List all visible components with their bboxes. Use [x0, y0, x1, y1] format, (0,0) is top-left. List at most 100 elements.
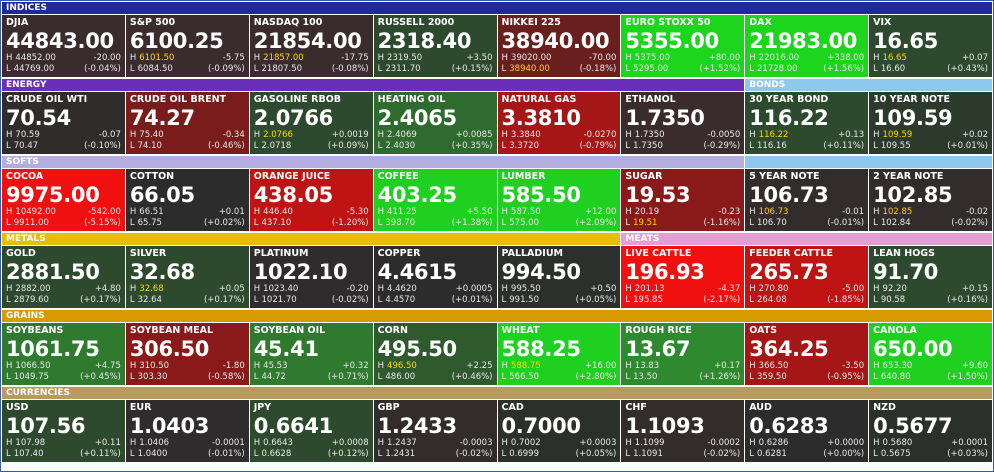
- last-price: 3.3810: [501, 106, 582, 130]
- low-label: L: [377, 372, 383, 382]
- low-line: L 74.10 (-0.46%): [130, 141, 245, 152]
- high-line: H 10492.00 -542.00: [6, 207, 121, 218]
- high-value: 109.59: [882, 130, 913, 140]
- high-value: 39020.00: [510, 53, 552, 63]
- high-label: H: [873, 130, 880, 140]
- low-value: 2879.60: [13, 295, 49, 305]
- last-price: 994.50: [501, 260, 582, 284]
- high-label: H: [377, 361, 385, 371]
- low-line: L 486.00 (+0.46%): [378, 372, 493, 383]
- quote-tile: 5 YEAR NOTE 106.73 H 106.73 -0.01 L 106.70 (-0.…: [745, 169, 869, 231]
- low-label: L: [873, 295, 878, 305]
- low-line: L 2.4030 (+0.35%): [378, 141, 493, 152]
- low-line: L 195.85 (-2.17%): [625, 295, 740, 306]
- low-line: L 32.64 (+0.17%): [130, 295, 245, 306]
- high-line: H 411.25 +5.50: [378, 207, 493, 218]
- high-label: H: [625, 207, 632, 217]
- quote-tile: SUGAR 19.53 H 20.19 -0.23 L 19.51 (-1.16%): [621, 169, 745, 231]
- section-row: CURRENCIES USD 107.56 H 107.98 +0.11 L 107.40 (+…: [2, 387, 992, 462]
- high-value: 106.73: [758, 207, 789, 217]
- high-group: H 10492.00: [6, 207, 56, 218]
- low-group: L 116.16: [749, 141, 787, 152]
- percent-change: (+0.46%): [451, 372, 493, 382]
- symbol-name: VIX: [873, 17, 892, 28]
- low-value: 640.80: [880, 372, 911, 382]
- symbol-name: WHEAT: [501, 325, 540, 336]
- low-line: L 437.10 (-1.20%): [254, 218, 369, 229]
- low-line: L 16.60 (+0.43%): [873, 64, 988, 75]
- low-line: L 109.55 (+0.01%): [873, 141, 988, 152]
- high-group: H 587.50: [502, 207, 541, 218]
- section-header: CURRENCIES: [2, 387, 992, 399]
- symbol-name: COTTON: [129, 171, 175, 182]
- high-value: 70.59: [15, 130, 40, 140]
- low-value: 107.40: [13, 449, 44, 459]
- symbol-name: SOYBEANS: [6, 325, 64, 336]
- net-change: +0.0008: [331, 438, 369, 448]
- quote-tile: COTTON 66.05 H 66.51 +0.01 L 65.75 (+0.02%): [125, 169, 249, 231]
- high-value: 270.80: [758, 284, 789, 294]
- high-group: H 92.20: [873, 284, 907, 295]
- low-group: L 19.51: [625, 218, 657, 229]
- high-value: 44852.00: [15, 53, 56, 63]
- low-value: 109.55: [880, 141, 911, 151]
- low-line: L 44.72 (+0.71%): [254, 372, 369, 383]
- low-value: 9911.00: [13, 218, 49, 228]
- quote-tile: LUMBER 585.50 H 587.50 +12.00 L 575.00 (+2.09%): [497, 169, 621, 231]
- net-change: +0.32: [342, 361, 369, 371]
- high-line: H 2319.50 +3.50: [378, 53, 493, 64]
- low-value: 2.0718: [261, 141, 292, 151]
- low-group: L 264.08: [749, 295, 787, 306]
- quote-tile: AUD 0.6283 H 0.6286 +0.0000 L 0.6281 (+0.00%): [745, 400, 869, 462]
- low-line: L 9911.00 (-5.15%): [6, 218, 121, 229]
- quote-tile: 10 YEAR NOTE 109.59 H 109.59 +0.02 L 109.55 (+0…: [869, 92, 992, 154]
- high-label: H: [873, 438, 880, 448]
- section-header: BONDS: [745, 79, 992, 91]
- net-change: -0.0003: [459, 438, 493, 448]
- low-group: L 303.30: [130, 372, 168, 383]
- low-value: 21728.00: [757, 64, 798, 74]
- low-value: 0.6628: [261, 449, 292, 459]
- quote-tile: NATURAL GAS 3.3810 H 3.3840 -0.0270 L 3.3720 (-…: [497, 92, 621, 154]
- quote-tile: GASOLINE RBOB 2.0766 H 2.0766 +0.0019 L 2.0718…: [249, 92, 373, 154]
- symbol-name: JPY: [253, 402, 272, 413]
- low-value: 0.6281: [757, 449, 787, 459]
- percent-change: (-0.46%): [208, 141, 245, 151]
- net-change: +0.50: [590, 284, 617, 294]
- symbol-name: FEEDER CATTLE: [749, 248, 834, 259]
- high-label: H: [377, 53, 385, 63]
- low-label: L: [377, 64, 383, 74]
- low-value: 32.64: [137, 295, 162, 305]
- high-line: H 2882.00 +4.80: [6, 284, 121, 295]
- low-value: 4.4570: [385, 295, 416, 305]
- high-value: 2.4069: [387, 130, 417, 140]
- low-value: 1049.75: [13, 372, 49, 382]
- symbol-name: 10 YEAR NOTE: [873, 94, 950, 105]
- net-change: +4.80: [94, 284, 121, 294]
- low-value: 2311.70: [385, 64, 421, 74]
- high-line: H 16.65 +0.07: [873, 53, 988, 64]
- high-group: H 6101.50: [130, 53, 175, 64]
- high-group: H 2.0766: [254, 130, 293, 141]
- percent-change: (-1.16%): [703, 218, 741, 228]
- high-label: H: [6, 207, 13, 217]
- high-line: H 588.75 +16.00: [502, 361, 617, 372]
- section-header: GRAINS: [2, 310, 992, 322]
- low-line: L 1049.75 (+0.45%): [6, 372, 121, 383]
- low-group: L 1.0400: [130, 449, 168, 460]
- quote-tile: GBP 1.2433 H 1.2437 -0.0003 L 1.2431 (-0.02%): [373, 400, 497, 462]
- percent-change: (-0.29%): [703, 141, 741, 151]
- low-label: L: [6, 372, 11, 382]
- symbol-name: OATS: [749, 325, 778, 336]
- percent-change: (-0.10%): [84, 141, 121, 151]
- low-line: L 2.0718 (+0.09%): [254, 141, 369, 152]
- low-value: 437.10: [261, 218, 292, 228]
- high-line: H 1.1099 -0.0002: [625, 438, 740, 449]
- quote-tile: CANOLA 650.00 H 653.30 +9.60 L 640.80 (+1.50%): [869, 323, 992, 385]
- last-price: 107.56: [6, 414, 86, 438]
- last-price: 109.59: [873, 106, 953, 130]
- last-price: 45.41: [253, 337, 319, 361]
- last-price: 2881.50: [6, 260, 100, 284]
- low-line: L 264.08 (-1.85%): [749, 295, 864, 306]
- high-value: 16.65: [882, 53, 907, 63]
